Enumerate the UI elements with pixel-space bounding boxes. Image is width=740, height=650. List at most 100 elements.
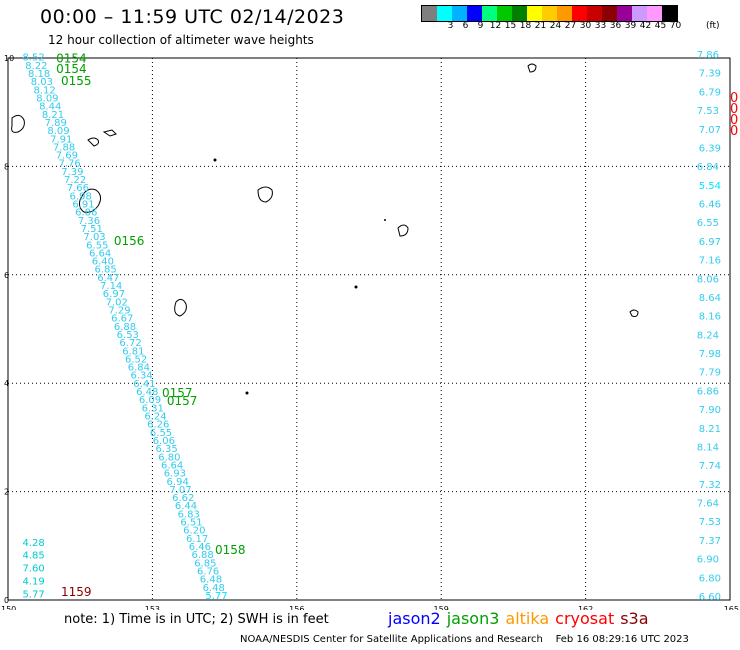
colorbar-label: 30 bbox=[579, 21, 592, 31]
swh-value-label: 7.98 bbox=[699, 349, 721, 360]
colorbar-label: 33 bbox=[594, 21, 607, 31]
swh-value-label: 8.21 bbox=[699, 424, 721, 435]
swh-value-label: 8.21 bbox=[42, 110, 64, 121]
swh-value-label: 6.86 bbox=[75, 208, 97, 219]
swh-value-label: 7.88 bbox=[53, 142, 75, 153]
colorbar-units: (ft) bbox=[706, 21, 720, 31]
legend-jason2: jason2 bbox=[388, 609, 441, 628]
colorbar-swatch bbox=[482, 6, 497, 21]
swh-value-label: 8.52 bbox=[22, 53, 44, 64]
swh-value-label: 6.41 bbox=[133, 379, 155, 390]
swh-value-label: 4.28 bbox=[22, 538, 44, 549]
swh-value-label: 7.29 bbox=[108, 306, 130, 317]
swh-value-label: 5.77 bbox=[22, 589, 44, 600]
y-tick-label: 4 bbox=[4, 379, 9, 388]
swh-value-label: 6.81 bbox=[122, 346, 144, 357]
time-label: 0154 bbox=[56, 62, 87, 76]
swh-value-label: 8.22 bbox=[25, 61, 47, 72]
swh-value-label: 6.48 bbox=[136, 387, 158, 398]
colorbar-label: 42 bbox=[639, 21, 652, 31]
swh-value-label: 7.76 bbox=[58, 159, 80, 170]
swh-value-label: 6.40 bbox=[92, 257, 114, 268]
swh-value-label: 6.60 bbox=[699, 592, 721, 603]
swh-value-label: 7.39 bbox=[699, 69, 721, 80]
y-tick-label: 6 bbox=[4, 271, 9, 280]
y-tick-label: 8 bbox=[4, 162, 9, 171]
swh-value-label: 6.85 bbox=[94, 265, 116, 276]
y-tick-label: 2 bbox=[4, 488, 9, 497]
swh-value-label: 7.60 bbox=[22, 564, 44, 575]
colorbar-label: 36 bbox=[609, 21, 622, 31]
swh-value-label: 6.85 bbox=[194, 558, 216, 569]
chart-title: 00:00 – 11:59 UTC 02/14/2023 bbox=[40, 6, 345, 28]
swh-value-label: 7.51 bbox=[81, 224, 103, 235]
island-dot bbox=[354, 285, 358, 289]
colorbar-label: 15 bbox=[504, 21, 517, 31]
swh-value-label: 7.37 bbox=[699, 536, 721, 547]
swh-value-label: 8.06 bbox=[697, 274, 719, 285]
colorbar-swatch bbox=[632, 6, 647, 21]
colorbar-swatch bbox=[527, 6, 542, 21]
time-label: 0154 bbox=[56, 51, 87, 65]
x-tick-label: 159 bbox=[434, 605, 449, 610]
swh-value-label: 8.12 bbox=[34, 85, 56, 96]
island-outline bbox=[527, 63, 537, 73]
swh-value-label: 7.91 bbox=[50, 134, 72, 145]
colorbar-swatch bbox=[587, 6, 602, 21]
swh-value-label: 6.48 bbox=[203, 583, 225, 594]
time-label: 0156 bbox=[114, 234, 145, 248]
colorbar-swatch bbox=[662, 6, 677, 21]
swh-value-label: 6.55 bbox=[697, 218, 719, 229]
swh-value-label: 6.31 bbox=[142, 403, 164, 414]
swh-value-label: 7.69 bbox=[56, 151, 78, 162]
swh-value-label: 6.20 bbox=[183, 526, 205, 537]
swh-value-label: 7.66 bbox=[67, 183, 89, 194]
swh-value-label: 7.74 bbox=[699, 461, 721, 472]
swh-value-label: 6.98 bbox=[70, 191, 92, 202]
swh-value-label: 7.64 bbox=[697, 499, 719, 510]
swh-value-label: 6.09 bbox=[139, 395, 161, 406]
swh-value-label: 7.86 bbox=[697, 50, 719, 61]
swh-value-label: 7.39 bbox=[61, 167, 83, 178]
swh-value-label: 6.64 bbox=[89, 248, 111, 259]
swh-value-label: 7.89 bbox=[45, 118, 67, 129]
swh-value-label: 6.55 bbox=[150, 428, 172, 439]
swh-value-label: 4.85 bbox=[22, 551, 44, 562]
y-tick-label: 0 bbox=[4, 596, 9, 605]
swh-value-label: 6.62 bbox=[172, 493, 194, 504]
swh-value-label: 6.46 bbox=[189, 542, 211, 553]
swh-value-label: 6.84 bbox=[697, 162, 719, 173]
x-tick-label: 156 bbox=[289, 605, 304, 610]
swh-value-label: 8.18 bbox=[28, 69, 50, 80]
island-outline bbox=[174, 298, 187, 317]
island-dot bbox=[384, 219, 386, 221]
x-tick-label: 162 bbox=[578, 605, 593, 610]
swh-value-label: 6.24 bbox=[144, 412, 166, 423]
swh-value-label: 6.76 bbox=[197, 566, 219, 577]
swh-value-label: 7.22 bbox=[64, 175, 86, 186]
swh-value-label: 6.26 bbox=[147, 420, 169, 431]
cryosat-mark: 0 bbox=[730, 102, 738, 117]
swh-value-label: 6.53 bbox=[117, 330, 139, 341]
satellite-legend: jason2 jason3 altika cryosat s3a bbox=[388, 609, 655, 628]
island-outline bbox=[11, 114, 25, 133]
swh-value-label: 8.24 bbox=[697, 330, 719, 341]
swh-value-label: 5.54 bbox=[699, 181, 721, 192]
x-tick-label: 150 bbox=[1, 605, 16, 610]
x-tick-label: 165 bbox=[724, 605, 739, 610]
island-outline bbox=[397, 224, 409, 237]
swh-value-label: 6.67 bbox=[111, 314, 133, 325]
swh-value-label: 6.64 bbox=[161, 460, 183, 471]
swh-value-label: 7.36 bbox=[78, 216, 100, 227]
swh-value-label: 6.88 bbox=[114, 322, 136, 333]
y-tick-label: 10 bbox=[4, 54, 14, 63]
swh-value-label: 6.35 bbox=[155, 444, 177, 455]
colorbar-swatch bbox=[602, 6, 617, 21]
swh-value-label: 6.80 bbox=[158, 452, 180, 463]
plot-area: 150 153 156 159 162 165 0 2 4 6 8 10 8.528.228.18 8.0… bbox=[1, 50, 739, 610]
x-tick-label: 153 bbox=[145, 605, 160, 610]
swh-value-label: 6.94 bbox=[167, 477, 189, 488]
swh-value-label: 8.16 bbox=[699, 312, 721, 323]
swh-value-label: 6.86 bbox=[697, 386, 719, 397]
cryosat-mark: 0 bbox=[730, 113, 738, 128]
